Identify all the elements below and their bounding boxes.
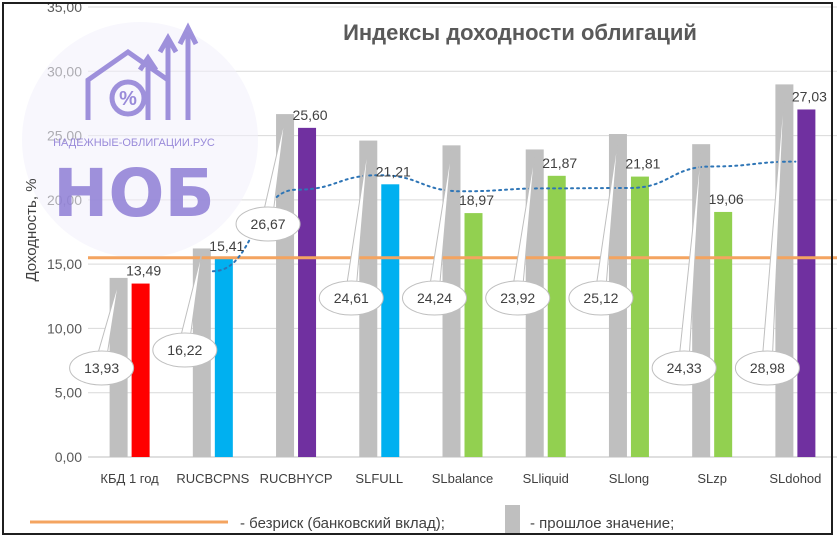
chart-title: Индексы доходности облигаций — [343, 20, 697, 45]
category-label: SLzp — [697, 471, 727, 486]
watermark-site: НАДЕЖНЫЕ-ОБЛИГАЦИИ.РУС — [53, 137, 215, 149]
legend-swatch-previous — [505, 505, 520, 535]
y-axis-label: Доходность, % — [23, 178, 40, 281]
watermark-house-icon — [85, 22, 199, 120]
previous-value-label: 24,24 — [417, 290, 452, 306]
category-label: SLbalance — [432, 471, 493, 486]
previous-value-label: 23,92 — [500, 290, 535, 306]
trend-path — [211, 160, 797, 273]
previous-bar — [276, 114, 295, 457]
x-axis-labels: КБД 1 год RUCBCPNS RUCBHYCP SLFULL SLbalance… — [100, 471, 821, 486]
previous-value-callouts: 13,93 16,22 26,67 24,61 24,24 23,92 25,12 24,33… — [69, 88, 800, 386]
previous-value-label: 24,33 — [667, 360, 702, 376]
current-bar — [131, 283, 150, 457]
current-value-label: 18,97 — [459, 192, 494, 208]
current-value-labels: 13,49 15,41 25,60 21,21 18,97 21,87 21,81 19,06… — [126, 88, 827, 278]
y-tick-label: 0,00 — [55, 449, 82, 465]
y-tick-label: 5,00 — [55, 385, 82, 401]
callout-bubble — [318, 280, 384, 316]
current-bar — [214, 258, 233, 457]
current-bar — [714, 211, 733, 457]
current-value-label: 21,81 — [625, 156, 660, 172]
watermark-percent-icon: % — [119, 88, 137, 110]
legend: - безриск (банковский вклад); - прошлое з… — [30, 505, 674, 535]
callout-bubble — [402, 280, 467, 316]
y-tick-label: 10,00 — [47, 320, 82, 336]
current-bar — [298, 127, 317, 457]
y-tick-label: 35,00 — [47, 0, 82, 15]
previous-value-label: 24,61 — [334, 290, 369, 306]
category-label: RUCBHYCP — [260, 471, 333, 486]
callout-bubble — [651, 350, 717, 386]
current-value-label: 15,41 — [209, 238, 244, 254]
legend-label-risk-free: - безриск (банковский вклад); — [240, 515, 445, 532]
previous-bar — [692, 144, 711, 457]
trend-line — [211, 160, 797, 273]
callout-bubble — [235, 206, 301, 242]
previous-value-label: 13,93 — [84, 360, 119, 376]
current-bar — [464, 213, 483, 457]
current-value-label: 25,60 — [293, 107, 328, 123]
current-value-label: 21,21 — [376, 163, 411, 179]
category-label: RUCBCPNS — [176, 471, 249, 486]
watermark: % НАДЕЖНЫЕ-ОБЛИГАЦИИ.РУС НОБ — [22, 22, 258, 258]
current-bar — [547, 175, 566, 458]
current-value-label: 27,03 — [792, 88, 827, 104]
watermark-disc — [22, 22, 258, 258]
category-label: SLdohod — [769, 471, 821, 486]
category-label: SLFULL — [355, 471, 403, 486]
previous-value-label: 25,12 — [583, 290, 618, 306]
previous-value-label: 16,22 — [167, 342, 202, 358]
watermark-abbr: НОБ — [53, 155, 215, 232]
category-label: КБД 1 год — [100, 471, 159, 486]
callout-bubble — [152, 332, 218, 368]
current-value-label: 19,06 — [709, 191, 744, 207]
category-label: SLlong — [609, 471, 649, 486]
legend-label-previous: - прошлое значение; — [530, 515, 674, 532]
category-label: SLliquid — [523, 471, 569, 486]
current-bar — [797, 109, 816, 457]
current-bar — [630, 176, 649, 458]
y-tick-label: 15,00 — [47, 256, 82, 272]
callout-bubble — [734, 350, 800, 386]
current-value-label: 13,49 — [126, 263, 161, 279]
current-value-label: 21,87 — [542, 155, 577, 171]
callout-bubble — [485, 280, 551, 316]
previous-value-label: 28,98 — [750, 360, 785, 376]
previous-value-label: 26,67 — [251, 216, 286, 232]
callout-bubble — [568, 280, 634, 316]
current-bar — [381, 184, 400, 458]
callout-bubble — [69, 350, 135, 386]
previous-bar — [775, 84, 794, 458]
